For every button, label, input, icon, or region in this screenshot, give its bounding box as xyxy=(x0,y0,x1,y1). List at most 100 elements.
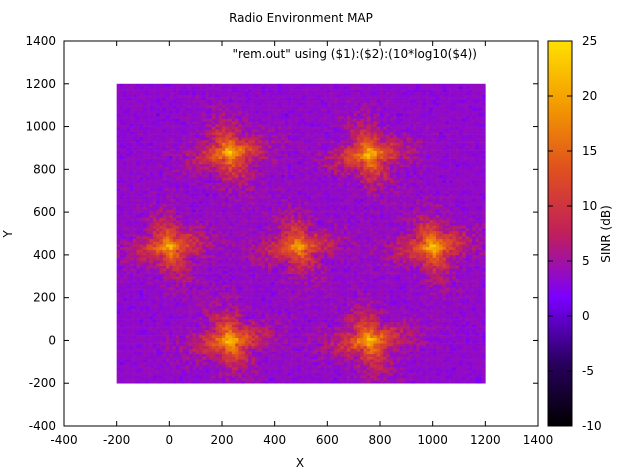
heatmap-cell xyxy=(459,281,463,285)
heatmap-cell xyxy=(462,311,466,314)
heatmap-cell xyxy=(416,316,420,320)
heatmap-cell xyxy=(126,286,131,290)
heatmap-cell xyxy=(268,335,272,339)
heatmap-cell xyxy=(320,297,325,301)
heatmap-cell xyxy=(472,289,476,293)
heatmap-cell xyxy=(376,361,381,365)
heatmap-cell xyxy=(143,361,147,365)
heatmap-cell xyxy=(468,343,473,347)
heatmap-cell xyxy=(126,276,131,280)
heatmap-cell xyxy=(439,332,443,336)
heatmap-cell xyxy=(172,359,177,363)
heatmap-cell xyxy=(126,345,131,349)
heatmap-cell xyxy=(353,324,358,328)
heatmap-cell xyxy=(231,327,236,331)
heatmap-cell xyxy=(192,319,196,323)
heatmap-cell xyxy=(301,327,305,331)
heatmap-cell xyxy=(366,348,371,352)
heatmap-cell xyxy=(475,305,480,309)
heatmap-cell xyxy=(291,375,295,379)
heatmap-cell xyxy=(254,286,259,290)
heatmap-cell xyxy=(307,262,312,266)
heatmap-cell xyxy=(139,353,144,357)
heatmap-cell xyxy=(202,311,206,314)
heatmap-cell xyxy=(271,329,275,333)
heatmap-cell xyxy=(169,329,173,333)
heatmap-cell xyxy=(435,367,440,371)
heatmap-cell xyxy=(426,265,430,269)
heatmap-cell xyxy=(373,300,378,304)
heatmap-cell xyxy=(409,265,414,269)
heatmap-cell xyxy=(166,329,170,333)
heatmap-cell xyxy=(287,356,292,360)
heatmap-cell xyxy=(468,324,473,328)
heatmap-cell xyxy=(218,316,223,320)
heatmap-cell xyxy=(238,319,243,323)
heatmap-cell xyxy=(192,292,196,296)
heatmap-cell xyxy=(472,369,476,373)
heatmap-cell xyxy=(235,380,239,384)
heatmap-cell xyxy=(412,292,417,296)
heatmap-cell xyxy=(254,265,259,269)
heatmap-cell xyxy=(465,353,470,357)
heatmap-cell xyxy=(215,324,220,328)
heatmap-cell xyxy=(271,281,275,285)
heatmap-cell xyxy=(426,380,430,384)
heatmap-cell xyxy=(205,361,210,365)
heatmap-cell xyxy=(222,308,226,312)
heatmap-cell xyxy=(264,340,269,344)
heatmap-cell xyxy=(126,311,131,314)
heatmap-cell xyxy=(343,270,348,274)
heatmap-cell xyxy=(231,329,236,333)
heatmap-cell xyxy=(482,300,486,304)
heatmap-cell xyxy=(149,292,154,296)
heatmap-cell xyxy=(307,300,312,304)
heatmap-cell xyxy=(360,359,364,363)
heatmap-cell xyxy=(129,281,134,285)
heatmap-cell xyxy=(475,284,480,288)
heatmap-cell xyxy=(324,276,328,280)
heatmap-cell xyxy=(208,356,213,360)
heatmap-cell xyxy=(192,340,196,344)
heatmap-cell xyxy=(129,286,134,290)
heatmap-cell xyxy=(442,361,447,365)
heatmap-cell xyxy=(343,311,348,314)
heatmap-cell xyxy=(287,375,292,379)
heatmap-cell xyxy=(478,278,483,282)
heatmap-cell xyxy=(222,327,226,331)
heatmap-cell xyxy=(139,270,144,274)
heatmap-cell xyxy=(304,297,308,301)
heatmap-cell xyxy=(284,372,289,376)
heatmap-cell xyxy=(459,292,463,296)
heatmap-cell xyxy=(146,268,150,272)
heatmap-cell xyxy=(406,292,410,296)
heatmap-cell xyxy=(383,265,387,269)
heatmap-cell xyxy=(284,268,289,272)
heatmap-cell xyxy=(416,329,420,333)
heatmap-cell xyxy=(274,316,279,320)
heatmap-cell xyxy=(360,332,364,336)
heatmap-cell xyxy=(304,329,308,333)
heatmap-cell xyxy=(389,377,394,381)
heatmap-cell xyxy=(198,286,203,290)
heatmap-cell xyxy=(416,353,420,357)
heatmap-cell xyxy=(146,372,150,376)
heatmap-cell xyxy=(406,311,410,314)
heatmap-cell xyxy=(422,321,427,325)
heatmap-cell xyxy=(116,270,121,274)
heatmap-cell xyxy=(228,273,233,277)
heatmap-cell xyxy=(333,268,338,272)
heatmap-cell xyxy=(166,327,170,331)
heatmap-cell xyxy=(343,348,348,352)
heatmap-cell xyxy=(310,294,315,298)
heatmap-cell xyxy=(347,367,351,371)
heatmap-cell xyxy=(452,327,457,331)
heatmap-cell xyxy=(429,292,433,296)
heatmap-cell xyxy=(159,345,164,349)
heatmap-cell xyxy=(337,289,341,293)
heatmap-cell xyxy=(478,284,483,288)
heatmap-cell xyxy=(245,265,249,269)
heatmap-cell xyxy=(251,356,256,360)
heatmap-cell xyxy=(182,364,187,368)
heatmap-cell xyxy=(360,303,364,306)
